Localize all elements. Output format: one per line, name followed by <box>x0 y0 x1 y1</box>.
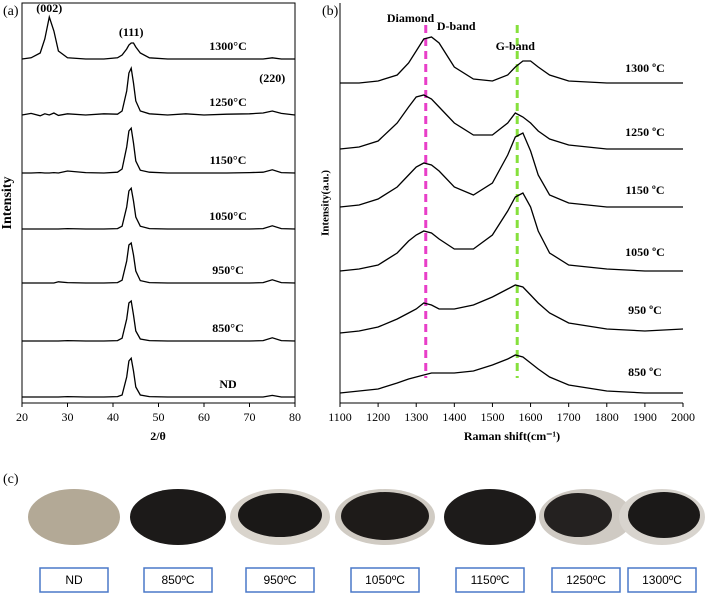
series-label: 1050 ºC <box>625 245 665 259</box>
sample-box <box>143 567 213 593</box>
sample-label: 1300ºC <box>642 573 682 587</box>
annotation: (111) <box>119 25 144 39</box>
series-label: 1150 ºC <box>626 183 665 197</box>
series-label: 1250°C <box>209 95 246 109</box>
photo <box>130 489 226 545</box>
series-label: 1050°C <box>209 209 246 223</box>
annotation: Diamond <box>387 11 435 25</box>
x-axis-title: 2/θ <box>150 429 166 443</box>
x-tick-label: 1200 <box>366 410 390 424</box>
annotation: G-band <box>496 39 536 53</box>
sample-label: 950ºC <box>263 573 296 587</box>
sample-box <box>627 567 697 593</box>
sample-box <box>245 567 315 593</box>
x-tick-label: 1500 <box>480 410 504 424</box>
annotation: D-band <box>437 19 476 33</box>
x-tick-label: 1400 <box>442 410 466 424</box>
photo <box>544 493 612 537</box>
spectrum-line <box>339 192 683 272</box>
series-label: 850°C <box>212 321 243 335</box>
series-label: ND <box>219 377 237 391</box>
x-axis-title: Raman shift(cm⁻¹) <box>464 429 560 443</box>
x-tick-label: 1100 <box>328 410 352 424</box>
spectrum-line <box>22 356 295 398</box>
y-axis-title: Intensity(a.u.) <box>320 170 332 236</box>
x-tick-label: 50 <box>153 410 165 424</box>
series-label: 1300°C <box>209 39 246 53</box>
x-tick-label: 1700 <box>557 410 581 424</box>
x-tick-label: 1600 <box>519 410 543 424</box>
panel-label: (a) <box>3 4 19 19</box>
annotation: (002) <box>36 1 62 15</box>
series-label: 1250 ºC <box>625 125 665 139</box>
x-tick-label: 60 <box>198 410 210 424</box>
spectrum-line <box>22 126 296 174</box>
panel-label: (c) <box>3 472 19 487</box>
photo <box>238 493 322 537</box>
sample-box <box>39 567 109 593</box>
sample-label: 1150ºC <box>471 573 510 587</box>
plot-frame <box>21 2 296 404</box>
x-tick-label: 2000 <box>671 410 695 424</box>
x-tick-label: 1800 <box>595 410 619 424</box>
photo <box>444 489 536 545</box>
photo <box>28 489 120 545</box>
sample-label: 1050ºC <box>365 573 405 587</box>
x-tick-label: 20 <box>16 410 28 424</box>
spectrum-line <box>22 299 296 342</box>
x-tick-label: 80 <box>289 410 301 424</box>
sample-box <box>350 567 420 593</box>
x-tick-label: 40 <box>107 410 119 424</box>
photo <box>341 492 429 540</box>
x-tick-label: 1300 <box>404 410 428 424</box>
series-label: 1300 ºC <box>625 61 665 75</box>
spectrum-line <box>21 66 296 117</box>
sample-label: 1250ºC <box>566 573 606 587</box>
x-tick-label: 70 <box>244 410 256 424</box>
spectrum-line <box>21 14 295 60</box>
sample-box <box>551 567 621 593</box>
photo <box>628 492 700 538</box>
panel-label: (b) <box>322 4 339 19</box>
series-label: 950°C <box>212 263 243 277</box>
panel-c-photos <box>28 489 705 545</box>
series-label: 1150°C <box>210 153 247 167</box>
spectrum-line <box>22 186 296 230</box>
x-tick-label: 30 <box>62 410 74 424</box>
spectrum-line <box>339 284 684 334</box>
series-label: 950 ºC <box>628 303 662 317</box>
sample-label: ND <box>65 573 83 587</box>
x-tick-label: 1900 <box>633 410 657 424</box>
y-axis-title: Intensity <box>0 177 15 230</box>
annotation: (220) <box>259 71 285 85</box>
series-label: 850 ºC <box>628 365 662 379</box>
spectrum-line <box>339 354 683 394</box>
sample-label: 850ºC <box>161 573 194 587</box>
spectrum-line <box>340 36 683 84</box>
spectrum-line <box>339 132 683 208</box>
spectrum-line <box>22 241 296 284</box>
sample-box <box>455 567 525 593</box>
spectrum-line <box>339 94 683 150</box>
